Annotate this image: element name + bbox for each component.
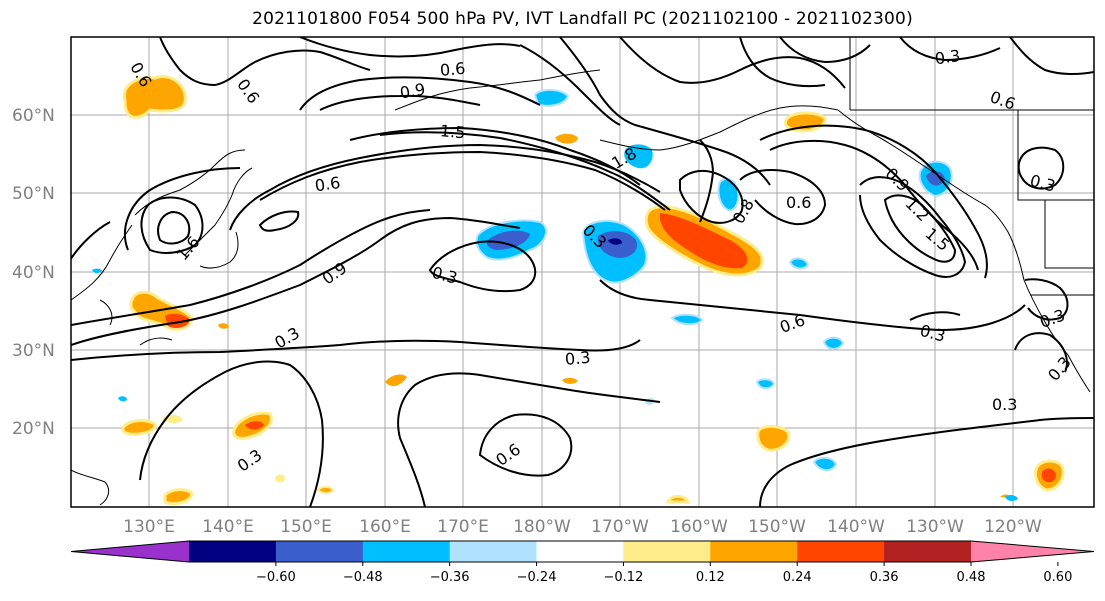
lon-label: 150°E [280,517,332,537]
colorbar-extend-low [71,541,189,562]
colorbar-segment [797,541,885,562]
latitude-labels: 60°N 50°N 40°N 30°N 20°N [12,106,55,439]
contour-label: 0.3 [992,395,1017,414]
lat-label: 40°N [12,263,55,283]
contour-label: 0.3 [564,348,591,369]
contour-label: 0.6 [439,59,466,80]
lon-label: 140°W [827,517,885,537]
lat-label: 20°N [12,419,55,439]
colorbar-segment [536,541,624,562]
colorbar-tick-label: −0.60 [256,570,296,585]
colorbar-segment [710,541,798,562]
colorbar-tick-label: −0.24 [517,570,557,585]
colorbar-tick-label: 0.60 [1043,570,1072,585]
colorbar-tick-label: −0.48 [343,570,383,585]
lon-label: 160°W [670,517,728,537]
colorbar-outline [70,540,1095,563]
colorbar: −0.60 −0.48 −0.36 −0.24 −0.12 0.12 0.24 0.36 0.4… [70,540,1095,585]
map-frame [70,36,1095,508]
colorbar-segment [189,541,277,562]
graticule [71,37,1094,507]
colorbar-tick-label: −0.36 [430,570,470,585]
coastlines [71,37,1094,506]
lon-label: 130°E [123,517,175,537]
map-title: 2021101800 F054 500 hPa PV, IVT Landfall… [252,9,913,29]
colorbar-extend-high [971,541,1094,562]
colorbar-tick-label: 0.36 [870,570,899,585]
lat-label: 50°N [12,184,55,204]
colorbar-tick-label: 0.12 [696,570,725,585]
lon-label: 170°W [591,517,649,537]
lon-label: 180°W [513,517,571,537]
contour-label: 0.9 [398,79,426,102]
lat-label: 30°N [12,341,55,361]
lon-label: 140°E [202,517,254,537]
longitude-labels: 130°E 140°E 150°E 160°E 170°E 180°W 170°… [123,517,1042,537]
colorbar-segment [623,541,711,562]
contour-label: 0.3 [934,46,962,68]
colorbar-segment [449,541,538,562]
contour-label: 1.5 [439,121,466,142]
contour-label: 0.6 [314,173,342,195]
lon-label: 120°W [984,517,1042,537]
lon-label: 130°W [906,517,964,537]
colorbar-tick-label: −0.12 [604,570,644,585]
shading-negative [92,88,1018,502]
lon-label: 160°E [359,517,411,537]
colorbar-segment [884,541,972,562]
colorbar-segment [362,541,451,562]
pv-contours [71,37,1094,507]
colorbar-tick-label: 0.24 [783,570,812,585]
colorbar-tick-label: 0.48 [957,570,986,585]
contour-label: 0.6 [786,193,811,212]
lat-label: 60°N [12,106,55,126]
colorbar-segment [275,541,364,562]
lon-label: 170°E [437,517,489,537]
lon-label: 150°W [748,517,806,537]
shading-positive [121,75,1065,506]
